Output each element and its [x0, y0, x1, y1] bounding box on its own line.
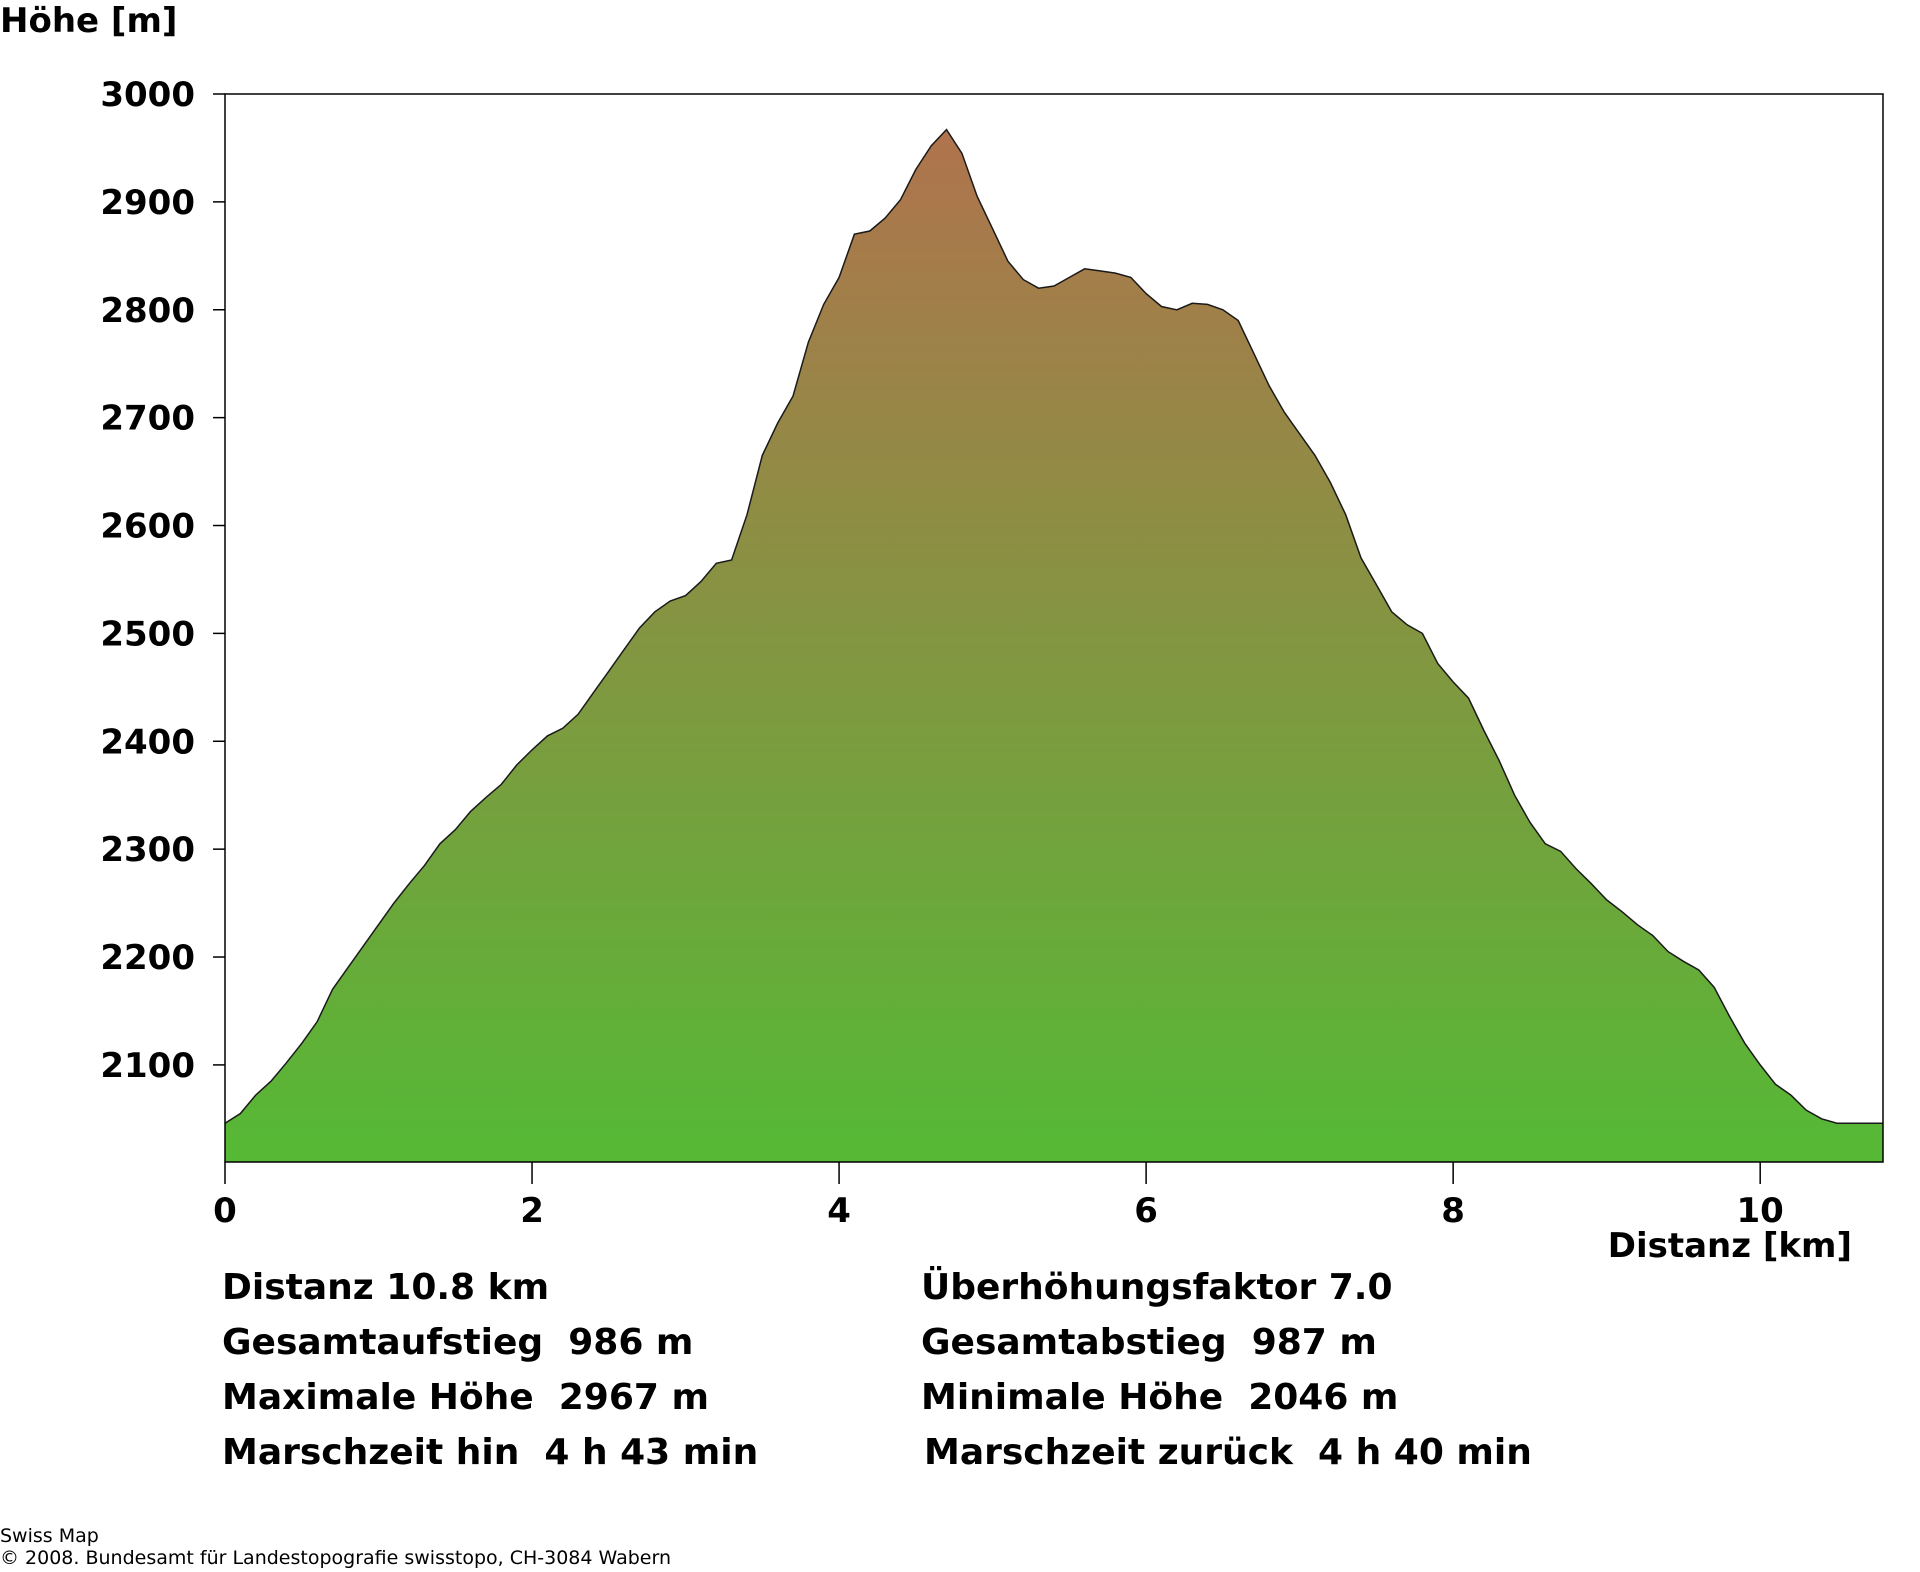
elevation-area — [225, 129, 1883, 1163]
y-tick-label: 2700 — [100, 399, 195, 439]
y-tick-label: 2900 — [100, 183, 195, 223]
y-tick-label: 2800 — [100, 291, 195, 331]
x-tick-label: 8 — [1441, 1191, 1465, 1231]
stat-min-height: Minimale Höhe 2046 m — [921, 1377, 1399, 1418]
stat-distance: Distanz 10.8 km — [222, 1267, 550, 1308]
plot-frame — [224, 93, 1884, 1163]
elevation-line — [224, 128, 1883, 1124]
stat-time-back: Marschzeit zurück 4 h 40 min — [924, 1432, 1532, 1473]
y-tick-label: 2300 — [100, 830, 195, 870]
footer-source: Swiss Map — [0, 1525, 99, 1547]
x-tick-label: 6 — [1134, 1191, 1158, 1231]
y-axis-label: Höhe [m] — [0, 1, 177, 41]
stat-ascent: Gesamtaufstieg 986 m — [222, 1322, 694, 1363]
x-tick-label: 2 — [520, 1191, 544, 1231]
y-tick-label: 2400 — [100, 722, 195, 762]
x-tick-label: 10 — [1737, 1191, 1784, 1231]
stat-descent: Gesamtabstieg 987 m — [921, 1322, 1377, 1363]
x-axis-label: Distanz [km] — [1608, 1226, 1852, 1266]
y-tick-label: 3000 — [100, 75, 195, 115]
footer-copyright: © 2008. Bundesamt für Landestopografie s… — [0, 1547, 671, 1569]
x-tick-label: 4 — [827, 1191, 851, 1231]
stat-exaggeration: Überhöhungsfaktor 7.0 — [921, 1267, 1393, 1308]
x-tick-label: 0 — [213, 1191, 237, 1231]
stat-time-there: Marschzeit hin 4 h 43 min — [222, 1432, 759, 1473]
y-tick-label: 2100 — [100, 1046, 195, 1086]
y-tick-label: 2200 — [100, 938, 195, 978]
y-tick-label: 2600 — [100, 507, 195, 547]
stat-max-height: Maximale Höhe 2967 m — [222, 1377, 709, 1418]
y-tick-label: 2500 — [100, 614, 195, 654]
